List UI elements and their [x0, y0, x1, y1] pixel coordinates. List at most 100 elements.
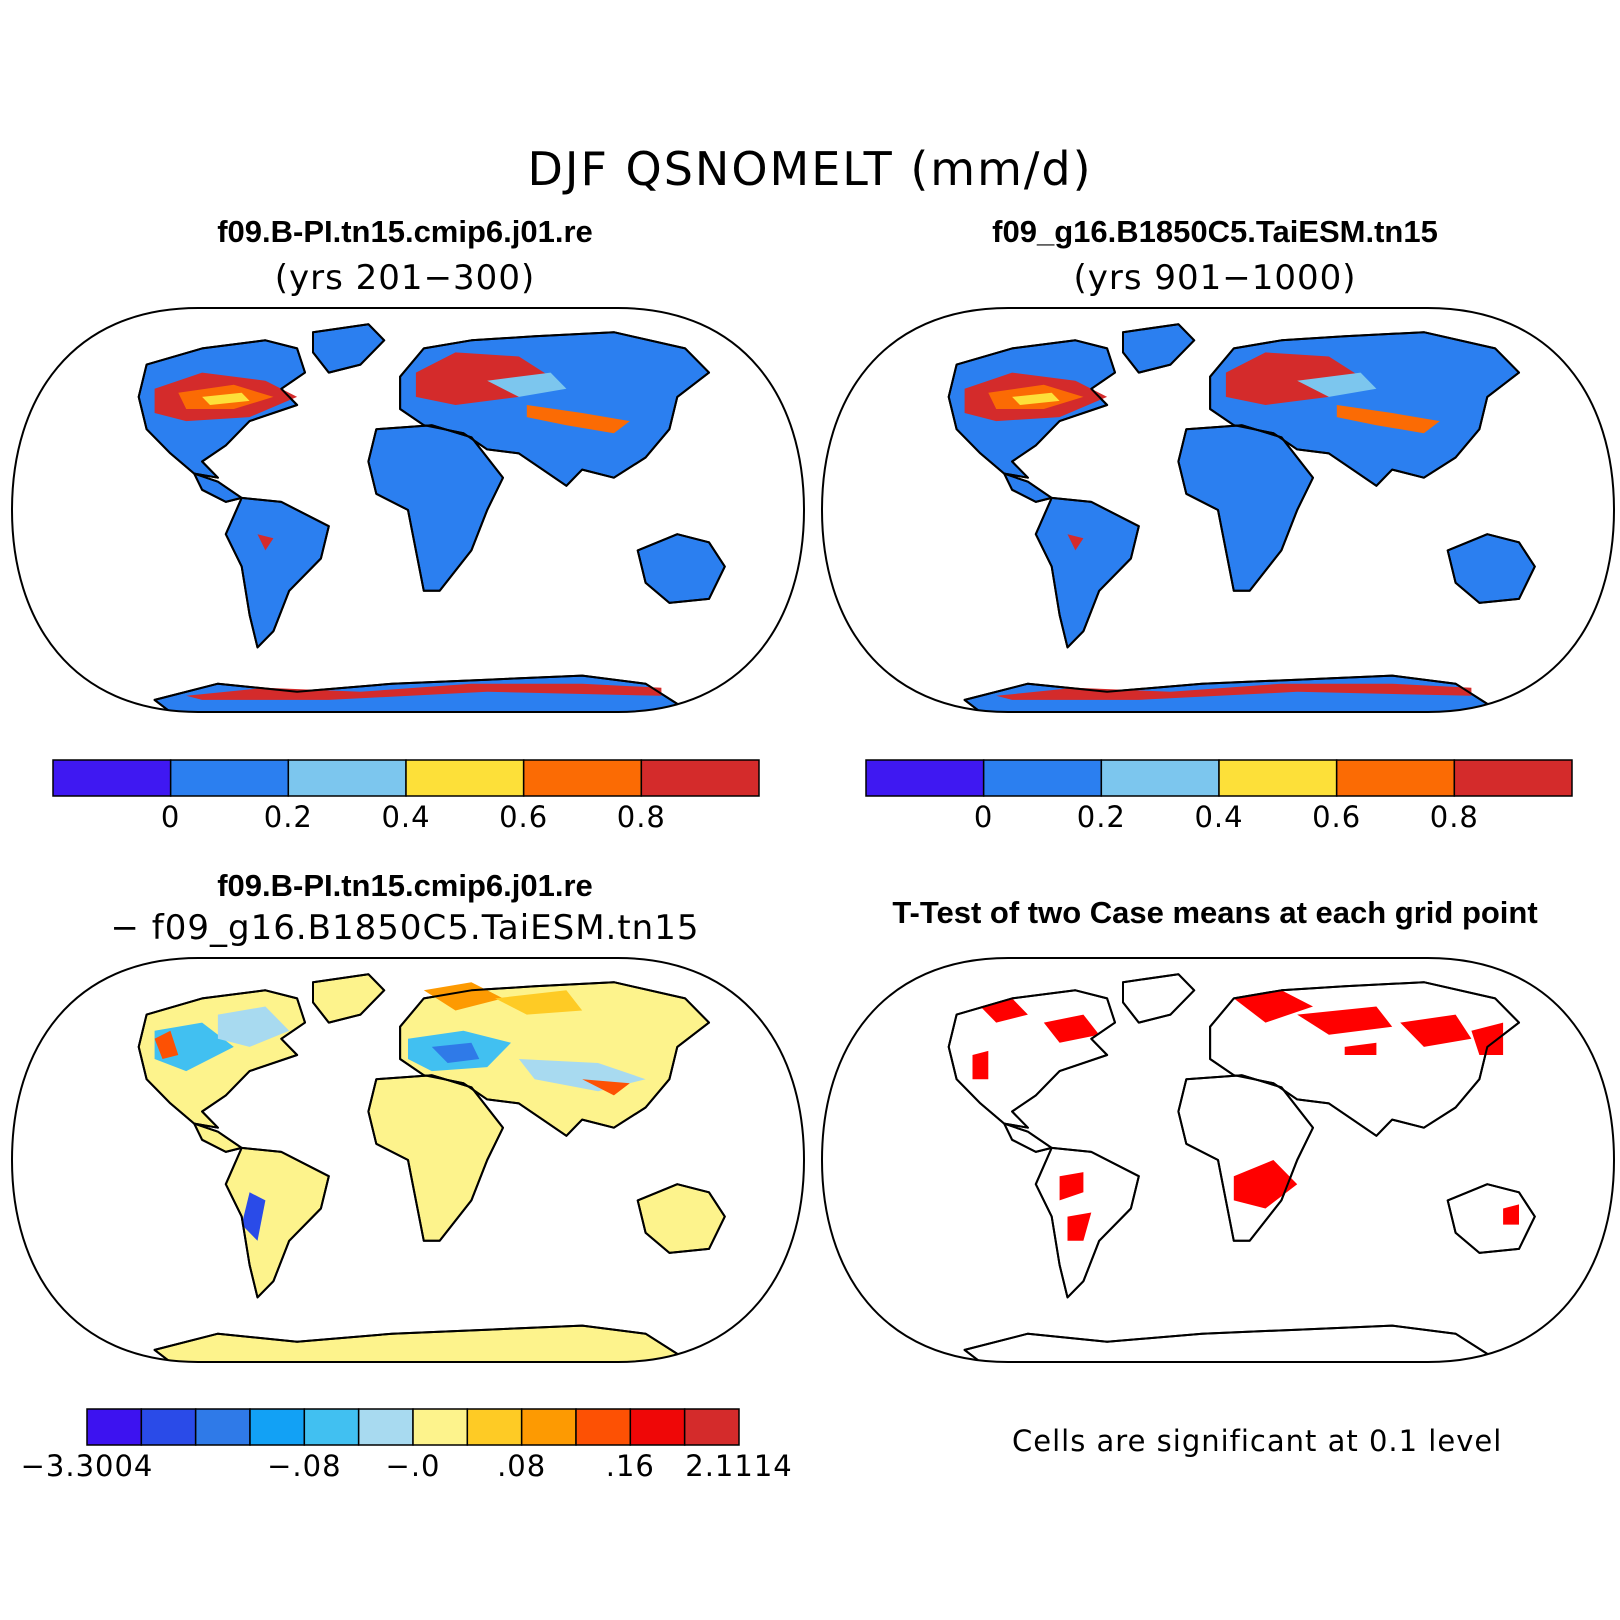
panel3-colorbar-tick-label-3: .08 [497, 1449, 547, 1483]
panel4-australia-coast [1446, 1183, 1536, 1254]
panel2-colorbar-tick-label-3: 0.6 [1312, 800, 1362, 834]
panel2-colorbar-tick-label-4: 0.8 [1429, 800, 1479, 834]
panel3-field-2 [431, 1042, 480, 1063]
panel4-greenland-coast [1122, 973, 1196, 1024]
panel4-content [822, 958, 1614, 1362]
panel1-colorbar-tick-label-0: 0 [160, 800, 181, 834]
panel3-colorbar-swatch-10 [629, 1408, 686, 1446]
panel2-colorbar-swatch-5 [1453, 759, 1573, 797]
panel2-field-2 [1012, 392, 1060, 405]
panel3-australia-coast [636, 1183, 726, 1254]
panel3-subtitle: − f09_g16.B1850C5.TaiESM.tn15 [110, 908, 700, 948]
panel3-south-america-coast [224, 1146, 330, 1299]
panel4-south-america-coast [1034, 1146, 1140, 1299]
panel2-colorbar-tick-label-2: 0.4 [1194, 800, 1244, 834]
panel3-field-9 [241, 1192, 266, 1241]
panel1-colorbar-swatch-3 [405, 759, 525, 797]
panel1-north-america-coast [137, 339, 306, 479]
panel1-antarctica-coast [153, 674, 679, 712]
panel3-central-america-coast [193, 1122, 243, 1153]
panel3-colorbar-swatch-8 [520, 1408, 577, 1446]
panel2-field-4 [1336, 405, 1440, 434]
panel1-title: f09.B-PI.tn15.cmip6.j01.re [217, 214, 593, 249]
panel2-colorbar-swatch-4 [1335, 759, 1456, 797]
panel1-australia-coast [636, 533, 726, 604]
panel3-colorbar-tick-label-2: −.0 [385, 1449, 441, 1483]
panel4-central-america-coast [1003, 1122, 1053, 1153]
panel2-field-7 [1067, 534, 1084, 551]
figure-title: DJF QSNOMELT (mm/d) [527, 142, 1093, 196]
panel3-colorbar-tick-label-1: −.08 [267, 1449, 342, 1483]
panel1-colorbar-tick-label-2: 0.4 [381, 800, 431, 834]
panel1-subtitle: (yrs 201−300) [274, 258, 536, 298]
panel1-colorbar-swatch-5 [640, 759, 760, 797]
panel3-field-6 [217, 1006, 290, 1047]
panel4-africa-coast [1177, 1074, 1314, 1242]
panel4-significant-cell-2 [1233, 990, 1313, 1023]
panel3-field-5 [154, 1022, 234, 1072]
panel3-colorbar-tick-label-4: .16 [605, 1449, 655, 1483]
panel2-field-6 [996, 683, 1472, 700]
panel1-content [12, 308, 804, 712]
panel3-content [12, 958, 804, 1362]
panel1-colorbar-tick-label-1: 0.2 [263, 800, 313, 834]
panel4-significant-cell-1 [1043, 1014, 1100, 1043]
panel4-significant-cell-9 [1503, 1204, 1519, 1225]
panel4-significant-cell-8 [1067, 1212, 1092, 1241]
panel4-significant-cell-6 [1233, 1160, 1298, 1209]
panel3-colorbar-swatch-7 [466, 1408, 523, 1446]
panel3-field-7 [154, 1030, 179, 1059]
panel4-title: T-Test of two Case means at each grid po… [892, 895, 1538, 930]
panel1-field-2 [202, 392, 250, 405]
panel2-africa-coast [1177, 424, 1314, 592]
panel1-colorbar-tick-label-3: 0.6 [499, 800, 549, 834]
panel4-significant-cell-5 [1471, 1022, 1504, 1055]
panel3-colorbar-swatch-3 [249, 1408, 306, 1446]
panel2-frame [820, 307, 1616, 713]
panel2-field-5 [1297, 372, 1377, 397]
panel3-colorbar-swatch-4 [303, 1408, 360, 1446]
panel1-colorbar-swatch-4 [522, 759, 643, 797]
panel2-australia-coast [1446, 533, 1536, 604]
panel1-colorbar-tick-label-4: 0.8 [616, 800, 666, 834]
panel2-title: f09_g16.B1850C5.TaiESM.tn15 [992, 214, 1438, 249]
panel3-frame [10, 957, 806, 1363]
panel4-significant-cell-4 [1400, 1014, 1472, 1047]
panel2-colorbar-tick-label-1: 0.2 [1076, 800, 1126, 834]
panel1-frame [10, 307, 806, 713]
panel3-title: f09.B-PI.tn15.cmip6.j01.re [217, 868, 593, 903]
panel3-colorbar-swatch-5 [357, 1408, 414, 1446]
panel1-south-america-coast [224, 496, 330, 649]
panel1-greenland-coast [312, 323, 386, 374]
panel2-antarctica-coast [963, 674, 1489, 712]
panel2-colorbar-tick-label-0: 0 [973, 800, 994, 834]
panel3-field-8 [495, 990, 583, 1015]
panel3-colorbar-swatch-1 [140, 1408, 197, 1446]
panel4-significant-cell-3 [1297, 1006, 1393, 1035]
panel3-north-america-coast [137, 989, 306, 1129]
panel3-greenland-coast [312, 973, 386, 1024]
panel3-colorbar-swatch-2 [194, 1408, 251, 1446]
panel2-north-america-coast [947, 339, 1116, 479]
panel2-subtitle: (yrs 901−1000) [1073, 258, 1357, 298]
panel2-central-america-coast [1003, 472, 1053, 503]
panel1-field-6 [186, 683, 662, 700]
panel4-significant-cell-7 [1059, 1172, 1084, 1201]
panel4-significant-cell-11 [1344, 1042, 1377, 1055]
panel1-field-7 [257, 534, 274, 551]
panel4-frame [820, 957, 1616, 1363]
panel3-colorbar-swatch-11 [683, 1408, 740, 1446]
panel4-significant-cell-10 [972, 1050, 989, 1080]
panel1-colorbar-swatch-1 [169, 759, 290, 797]
panel1-colorbar-swatch-2 [287, 759, 407, 797]
panel3-field-4 [582, 1079, 630, 1096]
panel1-field-5 [487, 372, 567, 397]
panel4-north-america-coast [947, 989, 1116, 1129]
panel4-significance-note: Cells are significant at 0.1 level [1012, 1424, 1503, 1458]
panel1-central-america-coast [193, 472, 243, 503]
